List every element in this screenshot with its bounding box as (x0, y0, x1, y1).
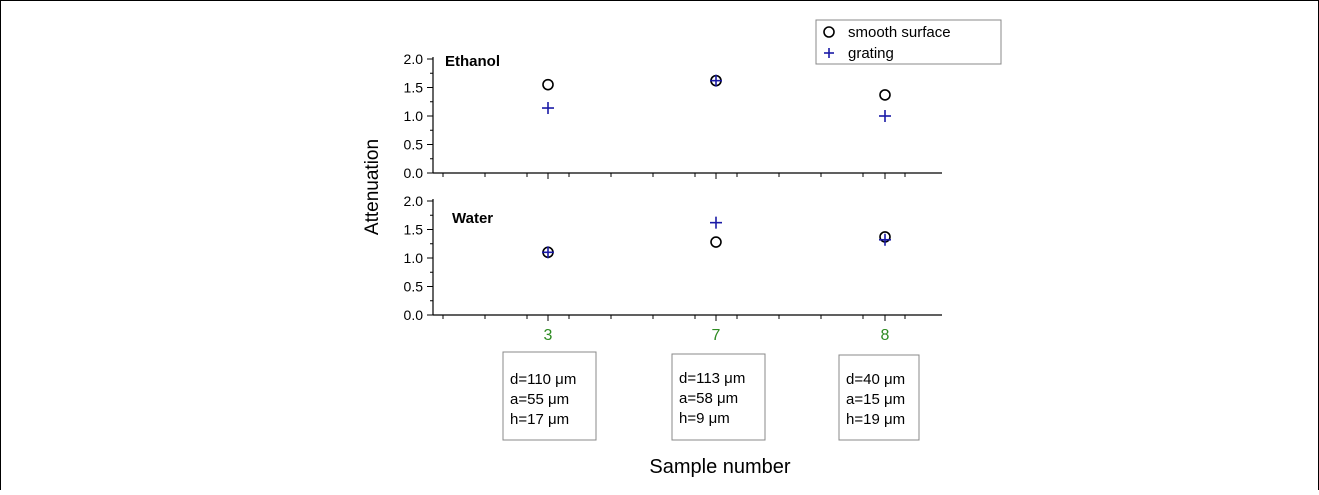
grating-point (710, 74, 722, 87)
smooth-surface-point (710, 236, 722, 248)
legend: smooth surface grating (815, 19, 1002, 65)
sample-param-h: h=19 μm (846, 411, 905, 428)
sample-param-a: a=15 μm (846, 391, 905, 408)
legend-label-grating: grating (848, 45, 894, 62)
legend-label-smooth-surface: smooth surface (848, 24, 951, 41)
x-axis-title: Sample number (649, 456, 791, 478)
y-tick-label: 1.0 (404, 250, 424, 266)
sample-box-8: d=40 μm a=15 μm h=19 μm (838, 354, 920, 441)
y-tick-label: 1.0 (404, 108, 424, 124)
sample-param-d: d=40 μm (846, 371, 905, 388)
grating-point (542, 246, 554, 259)
panel-label-ethanol: Ethanol (445, 53, 500, 70)
smooth-surface-point (542, 78, 554, 91)
sample-param-a: a=55 μm (510, 391, 569, 408)
y-axis-title: Attenuation (362, 139, 383, 235)
grating-point (879, 110, 891, 122)
sample-param-h: h=9 μm (679, 410, 730, 427)
plot-layer: 0.0 0.5 1.0 1.5 2.0 0.0 0.5 1.0 1.5 2.0 3 7 8 (404, 51, 942, 344)
x-category-label: 7 (712, 327, 721, 344)
sample-box-frame (671, 353, 766, 441)
x-category-label: 8 (881, 327, 890, 344)
sample-param-h: h=17 μm (510, 411, 569, 428)
y-tick-label: 0.5 (404, 279, 424, 295)
sample-box-3: d=110 μm a=55 μm h=17 μm (502, 351, 597, 441)
sample-param-a: a=58 μm (679, 390, 738, 407)
panel-label-water: Water (452, 210, 493, 227)
y-tick-label: 2.0 (404, 51, 424, 67)
legend-circle-marker (823, 26, 835, 38)
y-tick-label: 0.5 (404, 137, 424, 153)
y-tick-label: 1.5 (404, 80, 424, 96)
y-tick-label: 1.5 (404, 222, 424, 238)
y-tick-label: 0.0 (404, 165, 424, 181)
smooth-surface-point (879, 89, 891, 101)
sample-param-d: d=113 μm (679, 370, 745, 387)
y-tick-label: 0.0 (404, 307, 424, 323)
legend-box (815, 19, 1002, 65)
grating-point (879, 233, 891, 246)
legend-plus-marker (824, 48, 834, 58)
y-tick-label: 2.0 (404, 193, 424, 209)
sample-box-frame (838, 354, 920, 441)
x-category-label: 3 (544, 327, 553, 344)
grating-point (542, 102, 554, 115)
sample-box-frame (502, 351, 597, 441)
sample-param-d: d=110 μm (510, 371, 576, 388)
sample-box-7: d=113 μm a=58 μm h=9 μm (671, 353, 766, 441)
grating-point (710, 216, 722, 229)
